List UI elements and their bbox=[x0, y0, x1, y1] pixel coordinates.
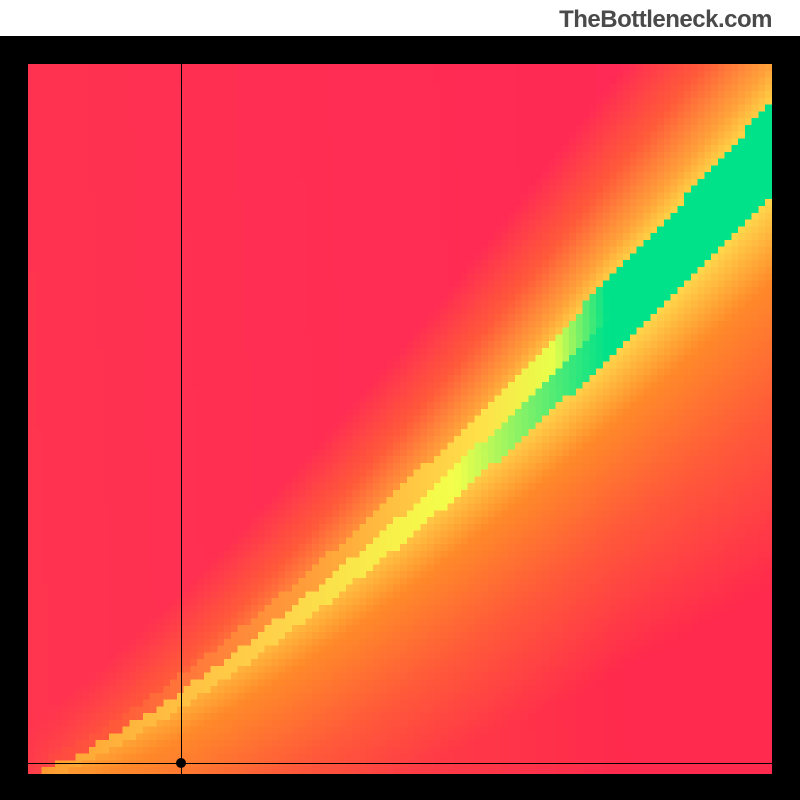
crosshair-vertical bbox=[181, 64, 182, 774]
chart-outer-frame bbox=[0, 36, 800, 800]
crosshair-horizontal bbox=[28, 763, 772, 764]
watermark-text: TheBottleneck.com bbox=[559, 6, 772, 34]
heatmap-canvas bbox=[28, 64, 772, 774]
page-root: TheBottleneck.com bbox=[0, 0, 800, 800]
crosshair-marker-dot bbox=[176, 758, 186, 768]
chart-plot-area bbox=[28, 64, 772, 774]
